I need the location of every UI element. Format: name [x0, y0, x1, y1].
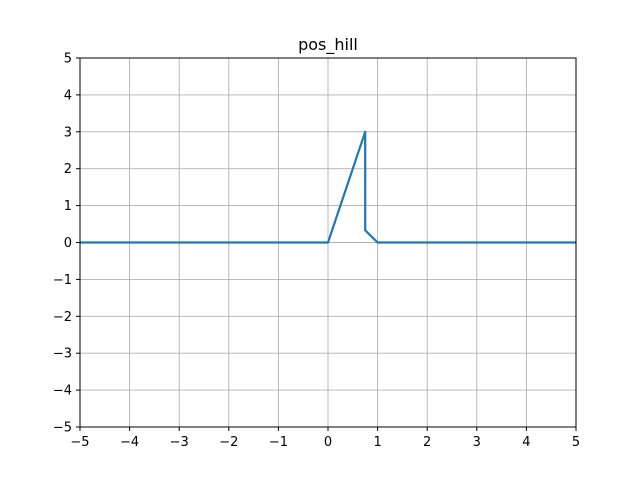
y-tick-label: 3: [64, 125, 72, 140]
y-tick-label: 4: [64, 88, 72, 103]
x-tick-label: −1: [269, 435, 288, 450]
y-tick-label: 1: [64, 199, 72, 214]
y-tick-label: 0: [64, 236, 72, 251]
x-tick-label: −3: [170, 435, 189, 450]
y-tick-label: −2: [53, 310, 72, 325]
y-tick-label: −4: [53, 384, 72, 399]
x-tick-label: −2: [219, 435, 238, 450]
x-tick-label: 0: [324, 435, 332, 450]
x-tick-label: −5: [70, 435, 89, 450]
x-tick-label: 1: [373, 435, 381, 450]
series-layer: [80, 130, 576, 244]
chart-title: pos_hill: [298, 35, 358, 55]
y-tick-label: −1: [53, 273, 72, 288]
x-tick-label: 2: [423, 435, 431, 450]
series-line: [80, 130, 576, 244]
y-tick-label: −3: [53, 347, 72, 362]
y-tick-label: 5: [64, 52, 72, 67]
x-tick-label: 4: [522, 435, 530, 450]
y-tick-label: 2: [64, 162, 72, 177]
x-tick-label: −4: [120, 435, 139, 450]
x-tick-label: 3: [473, 435, 481, 450]
x-tick-label: 5: [572, 435, 580, 450]
y-tick-label: −5: [53, 421, 72, 436]
axis-ticks: −5 −4 −3 −2 −1 0 1 2 3 4 5 −5 −4 −3 −2 −1 0 1 2 3 4 5: [53, 52, 580, 451]
